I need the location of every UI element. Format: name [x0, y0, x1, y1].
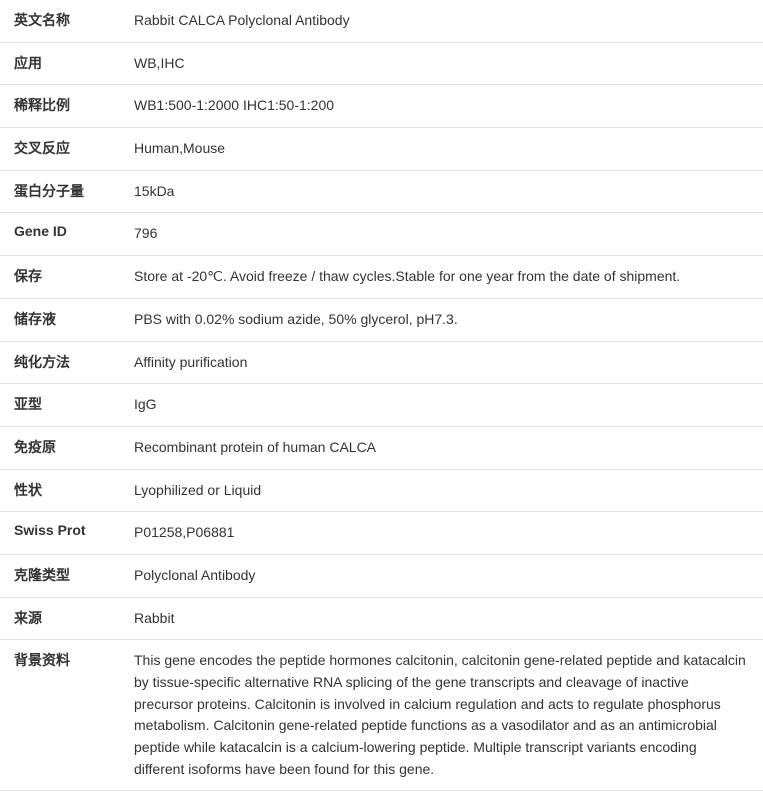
spec-value: This gene encodes the peptide hormones c… — [130, 640, 763, 791]
table-row: 蛋白分子量15kDa — [0, 170, 763, 213]
spec-value: Polyclonal Antibody — [130, 554, 763, 597]
table-row: 背景资料This gene encodes the peptide hormon… — [0, 640, 763, 791]
table-row: 英文名称Rabbit CALCA Polyclonal Antibody — [0, 0, 763, 42]
spec-value: PBS with 0.02% sodium azide, 50% glycero… — [130, 298, 763, 341]
spec-table-body: 英文名称Rabbit CALCA Polyclonal Antibody应用WB… — [0, 0, 763, 791]
spec-label: 亚型 — [0, 384, 130, 427]
spec-value: Human,Mouse — [130, 128, 763, 171]
spec-value: 15kDa — [130, 170, 763, 213]
spec-label: 来源 — [0, 597, 130, 640]
spec-label: 应用 — [0, 42, 130, 85]
spec-label: 稀释比例 — [0, 85, 130, 128]
spec-label: 交叉反应 — [0, 128, 130, 171]
spec-value: Rabbit — [130, 597, 763, 640]
spec-value: Lyophilized or Liquid — [130, 469, 763, 512]
table-row: 应用WB,IHC — [0, 42, 763, 85]
spec-label: 纯化方法 — [0, 341, 130, 384]
product-spec-table: 英文名称Rabbit CALCA Polyclonal Antibody应用WB… — [0, 0, 763, 791]
spec-label: 性状 — [0, 469, 130, 512]
spec-value: 796 — [130, 213, 763, 256]
spec-value: Affinity purification — [130, 341, 763, 384]
table-row: Swiss ProtP01258,P06881 — [0, 512, 763, 555]
spec-label: 英文名称 — [0, 0, 130, 42]
table-row: 保存Store at -20℃. Avoid freeze / thaw cyc… — [0, 256, 763, 299]
table-row: 储存液PBS with 0.02% sodium azide, 50% glyc… — [0, 298, 763, 341]
spec-label: 蛋白分子量 — [0, 170, 130, 213]
spec-label: Swiss Prot — [0, 512, 130, 555]
table-row: Gene ID796 — [0, 213, 763, 256]
table-row: 纯化方法Affinity purification — [0, 341, 763, 384]
spec-label: 背景资料 — [0, 640, 130, 791]
table-row: 克隆类型Polyclonal Antibody — [0, 554, 763, 597]
spec-label: 储存液 — [0, 298, 130, 341]
table-row: 亚型IgG — [0, 384, 763, 427]
spec-label: 免疫原 — [0, 426, 130, 469]
table-row: 稀释比例WB1:500-1:2000 IHC1:50-1:200 — [0, 85, 763, 128]
table-row: 交叉反应Human,Mouse — [0, 128, 763, 171]
spec-value: WB,IHC — [130, 42, 763, 85]
spec-value: Recombinant protein of human CALCA — [130, 426, 763, 469]
table-row: 来源Rabbit — [0, 597, 763, 640]
spec-value: WB1:500-1:2000 IHC1:50-1:200 — [130, 85, 763, 128]
spec-value: IgG — [130, 384, 763, 427]
table-row: 性状Lyophilized or Liquid — [0, 469, 763, 512]
spec-label: Gene ID — [0, 213, 130, 256]
spec-label: 克隆类型 — [0, 554, 130, 597]
spec-value: Store at -20℃. Avoid freeze / thaw cycle… — [130, 256, 763, 299]
spec-label: 保存 — [0, 256, 130, 299]
table-row: 免疫原Recombinant protein of human CALCA — [0, 426, 763, 469]
spec-value: P01258,P06881 — [130, 512, 763, 555]
spec-value: Rabbit CALCA Polyclonal Antibody — [130, 0, 763, 42]
